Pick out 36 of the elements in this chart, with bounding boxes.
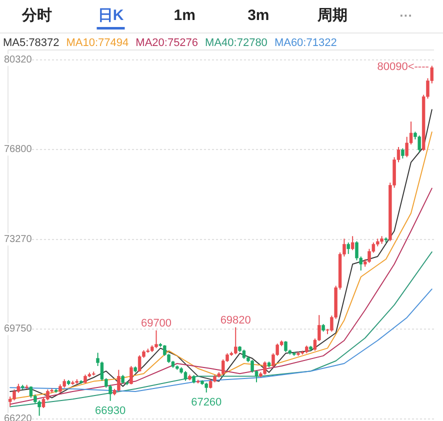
candlestick xyxy=(242,349,246,360)
candlestick xyxy=(350,236,354,251)
text: MA5:78372 xyxy=(3,37,60,49)
text: 日K xyxy=(98,7,124,24)
candlestick xyxy=(204,382,208,393)
candlestick xyxy=(355,240,358,261)
text: 3m xyxy=(248,7,270,24)
candlestick xyxy=(12,388,16,401)
text: 分时 xyxy=(20,7,52,24)
text: MA60:71322 xyxy=(274,37,337,49)
annotation: 66930 xyxy=(95,404,126,417)
annotation: 69700 xyxy=(140,317,172,330)
candlestick xyxy=(418,135,421,153)
candlestick xyxy=(284,340,288,352)
text: 周期 xyxy=(316,7,348,24)
text: MA20:75276 xyxy=(136,37,198,49)
candlestick xyxy=(130,366,133,385)
candlestick xyxy=(38,400,41,416)
candlestick xyxy=(346,242,350,254)
y-tick-label: 73270 xyxy=(4,234,32,245)
candlestick xyxy=(263,360,266,376)
annotation: 67260 xyxy=(191,396,222,408)
y-tick-label: 80320 xyxy=(4,54,32,66)
candlestick xyxy=(221,358,225,376)
y-tick-label: 69750 xyxy=(4,324,32,335)
candlestick xyxy=(154,330,158,349)
text: MA40:72780 xyxy=(205,37,268,49)
candlestick xyxy=(401,148,404,159)
text: MA10:77494 xyxy=(66,37,129,49)
annotation: 80090<---- xyxy=(377,60,430,73)
text: ··· xyxy=(400,8,413,23)
annotation: 69820 xyxy=(220,314,251,326)
candlestick xyxy=(184,370,188,382)
candlestick xyxy=(368,248,371,264)
text: 1m xyxy=(174,7,196,24)
y-tick-label: 76800 xyxy=(4,144,32,156)
